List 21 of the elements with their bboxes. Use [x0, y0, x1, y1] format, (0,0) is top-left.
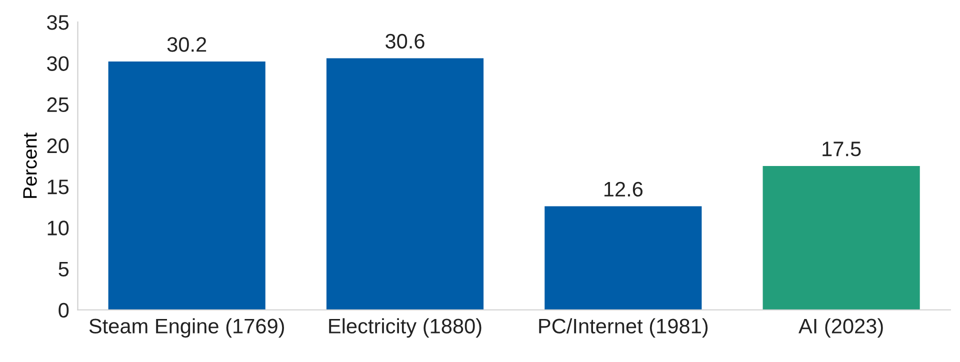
- data-label: 12.6: [604, 182, 643, 197]
- bar: [544, 206, 702, 310]
- y-tick-label: 10: [48, 220, 69, 236]
- x-tick-label: AI (2023): [798, 318, 883, 338]
- x-tick-label: Electricity (1880): [329, 318, 482, 338]
- y-tick-label: 35: [47, 15, 69, 30]
- y-tick-label: 0: [58, 302, 69, 318]
- y-tick-label: 15: [48, 180, 69, 194]
- y-axis-title: Percent: [23, 132, 37, 198]
- y-tick-label: 5: [58, 262, 69, 277]
- y-tick-label: 20: [47, 138, 69, 154]
- data-label: 30.2: [167, 37, 206, 52]
- x-tick-label: PC/Internet (1981): [539, 318, 708, 338]
- x-tick-label: Steam Engine (1769): [89, 318, 284, 338]
- y-tick-label: 25: [47, 97, 69, 112]
- bar: [762, 166, 920, 310]
- bar: [326, 58, 484, 310]
- data-label: 17.5: [822, 142, 861, 156]
- y-tick-label: 30: [47, 56, 69, 71]
- bar: [108, 62, 266, 310]
- data-label: 30.6: [386, 34, 424, 49]
